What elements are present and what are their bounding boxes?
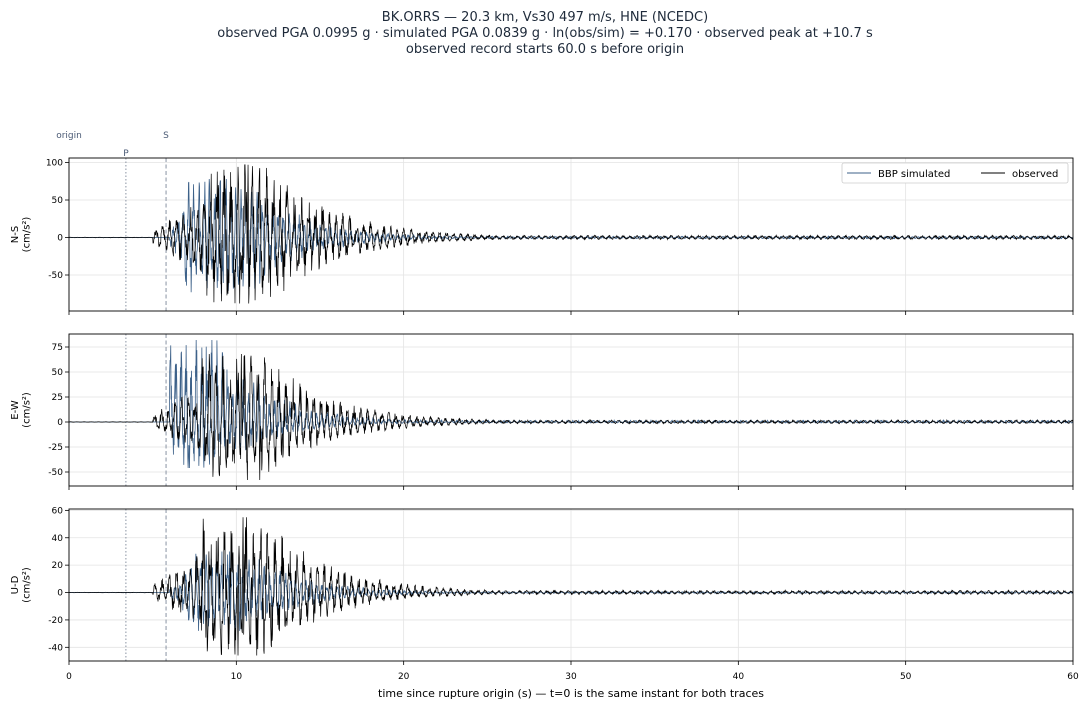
panel-u-d: -40 -20 0 20 40 60 U-D(cm/s²) [10, 506, 1074, 665]
figure-title: BK.ORRS — 20.3 km, Vs30 497 m/s, HNE (NC… [217, 10, 873, 57]
y-tick-label: -20 [48, 616, 63, 626]
y-axis-label-unit: (cm/s²) [22, 567, 33, 603]
series-line-observed [69, 517, 1073, 656]
legend-label-simulated: BBP simulated [878, 169, 950, 180]
y-tick-label: -25 [48, 443, 63, 453]
y-axis-label-component: U-D [10, 575, 21, 594]
y-axis-label-component: E-W [10, 400, 21, 420]
y-tick-label: 0 [57, 589, 63, 599]
y-tick-label: 75 [52, 343, 63, 353]
x-tick-label: 60 [1067, 672, 1079, 682]
x-tick-label: 0 [66, 672, 72, 682]
x-tick-labels: 0 10 20 30 40 50 60 [66, 672, 1079, 682]
panel-e-w: -50 -25 0 25 50 75 E-W(cm/s²) [10, 333, 1074, 490]
legend-box [841, 162, 1069, 184]
y-tick-label: 50 [52, 368, 64, 378]
series-line-observed [69, 164, 1073, 304]
y-axis-label-component: N-S [10, 226, 21, 243]
phase-label-origin: origin [56, 131, 82, 141]
y-tick-label: 20 [52, 561, 64, 571]
phase-label-p: P [123, 149, 129, 159]
legend-label-observed: observed [1012, 169, 1058, 180]
title-line-2: observed PGA 0.0995 g · simulated PGA 0.… [217, 26, 873, 41]
x-tick-label: 30 [565, 672, 577, 682]
y-tick-label: 50 [52, 196, 64, 206]
y-axis-label: U-D(cm/s²) [10, 567, 33, 603]
x-tick-label: 10 [231, 672, 243, 682]
x-tick-label: 20 [398, 672, 410, 682]
legend: BBP simulated observed [841, 162, 1069, 184]
y-axis-label: E-W(cm/s²) [10, 392, 33, 428]
title-line-3: observed record starts 60.0 s before ori… [406, 42, 684, 57]
y-tick-label: 40 [52, 534, 64, 544]
x-tick-label: 50 [900, 672, 912, 682]
y-axis-label: N-S(cm/s²) [10, 217, 33, 253]
x-tick-label: 40 [733, 672, 745, 682]
y-tick-label: 25 [52, 393, 63, 403]
panels: -50050100N-S(cm/s²)-50-250255075E-W(cm/s… [10, 157, 1074, 665]
phase-labels: origin P S [56, 131, 169, 159]
panel-n-s: -50 0 50 100 N-S(cm/s²) [10, 157, 1074, 315]
phase-label-s: S [163, 131, 169, 141]
series-line-observed [69, 353, 1073, 481]
y-tick-label: 100 [46, 159, 63, 169]
y-axis-label-unit: (cm/s²) [22, 392, 33, 428]
y-tick-label: 0 [57, 418, 63, 428]
title-line-1: BK.ORRS — 20.3 km, Vs30 497 m/s, HNE (NC… [382, 10, 708, 25]
y-tick-label: 0 [57, 234, 63, 244]
y-tick-label: 60 [52, 506, 64, 516]
y-tick-label: -50 [48, 271, 63, 281]
y-tick-label: -40 [48, 643, 63, 653]
y-tick-label: -50 [48, 468, 63, 478]
x-axis-label: time since rupture origin (s) — t=0 is t… [378, 687, 764, 700]
y-axis-label-unit: (cm/s²) [22, 217, 33, 253]
